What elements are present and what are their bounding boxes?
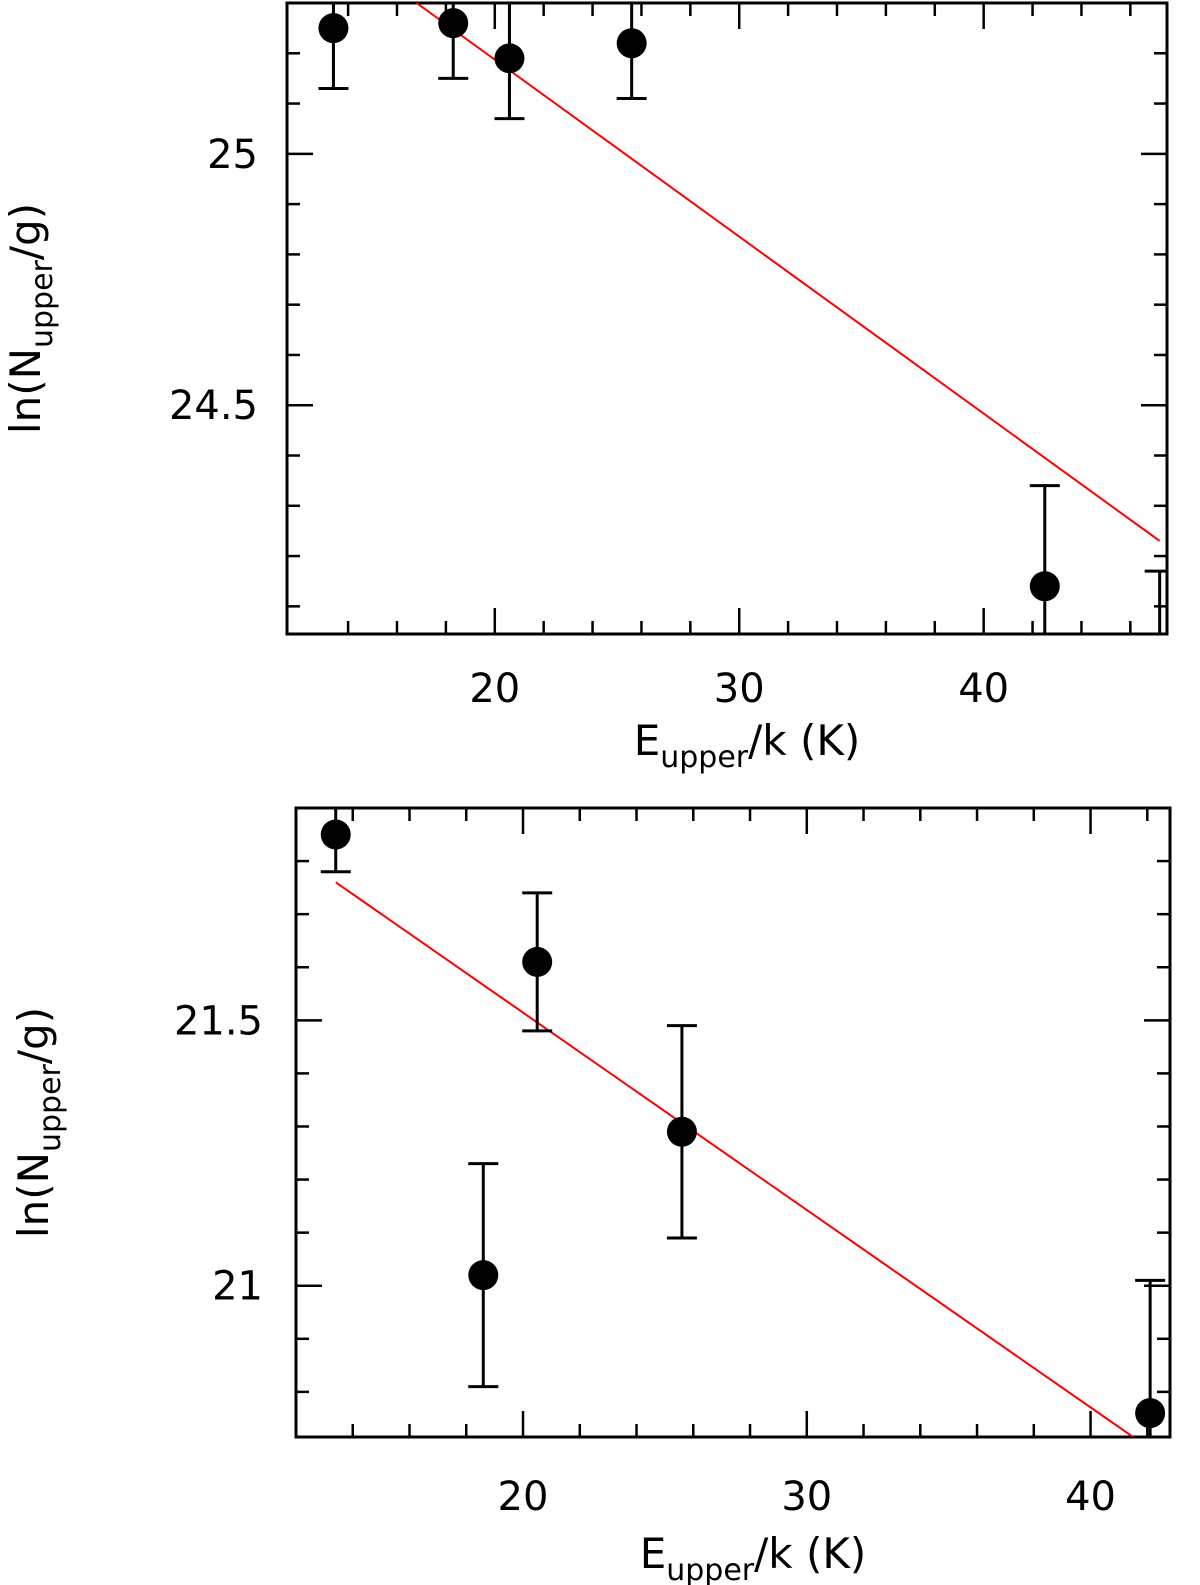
- x-axis-title-subscript: upper: [666, 1553, 755, 1585]
- data-point: [468, 1260, 499, 1291]
- y-axis-title: ln(Nupper/g): [1, 203, 60, 434]
- plot-frame: [285, 1, 1169, 636]
- y-axis-title-rest: /g): [9, 1007, 58, 1064]
- data-point-group: [494, 3, 525, 121]
- y-axis-title-main: ln(N: [9, 1152, 58, 1238]
- y-axis-title-subscript: upper: [25, 259, 60, 348]
- y-axis-title: ln(Nupper/g): [9, 1007, 68, 1238]
- y-axis-title-main: ln(N: [1, 348, 50, 434]
- plot-frame: [294, 806, 1172, 1439]
- data-point-group: [1029, 484, 1060, 634]
- y-tick-label: 21: [212, 1264, 263, 1310]
- data-point: [1135, 1398, 1166, 1429]
- axis-ticks: [296, 808, 1170, 1437]
- data-point: [522, 946, 553, 977]
- data-point-group: [468, 1162, 499, 1389]
- data-point: [666, 1116, 697, 1147]
- fit-line: [335, 881, 1134, 1437]
- x-axis-title-rest: /k (K): [748, 716, 860, 765]
- data-point-group: [522, 891, 553, 1033]
- x-axis-title-rest: /k (K): [754, 1529, 866, 1578]
- y-tick-label: 21.5: [174, 998, 263, 1044]
- x-axis-title: Eupper/k (K): [634, 716, 861, 775]
- y-tick-label: 25: [207, 132, 258, 178]
- data-point: [616, 28, 647, 59]
- x-tick-label: 40: [1065, 1474, 1116, 1520]
- x-axis-title: Eupper/k (K): [640, 1529, 867, 1585]
- x-axis-title-main: E: [640, 1529, 667, 1578]
- data-point: [1145, 642, 1175, 672]
- data-point: [1029, 571, 1060, 602]
- x-tick-label: 20: [469, 666, 520, 712]
- data-point: [320, 819, 351, 850]
- x-tick-label: 20: [498, 1474, 549, 1520]
- data-point-group: [320, 808, 351, 874]
- data-point-group: [616, 3, 647, 101]
- data-point-group: [318, 3, 349, 90]
- y-axis-title-rest: /g): [1, 203, 50, 260]
- y-axis-title-subscript: upper: [33, 1063, 68, 1152]
- data-point: [438, 8, 469, 39]
- fit-line: [415, 3, 1161, 542]
- data-point: [318, 13, 349, 44]
- x-tick-label: 30: [714, 666, 765, 712]
- x-axis-title-subscript: upper: [660, 740, 749, 775]
- data-point: [494, 43, 525, 74]
- data-point-group: [666, 1024, 697, 1240]
- y-tick-label: 24.5: [169, 383, 258, 429]
- data-point-group: [438, 3, 469, 80]
- x-axis-title-main: E: [634, 716, 661, 765]
- x-tick-label: 30: [781, 1474, 832, 1520]
- data-point-group: [1135, 1278, 1166, 1437]
- axis-ticks: [287, 3, 1167, 634]
- x-tick-label: 40: [958, 666, 1009, 712]
- data-point-group: [1144, 569, 1175, 672]
